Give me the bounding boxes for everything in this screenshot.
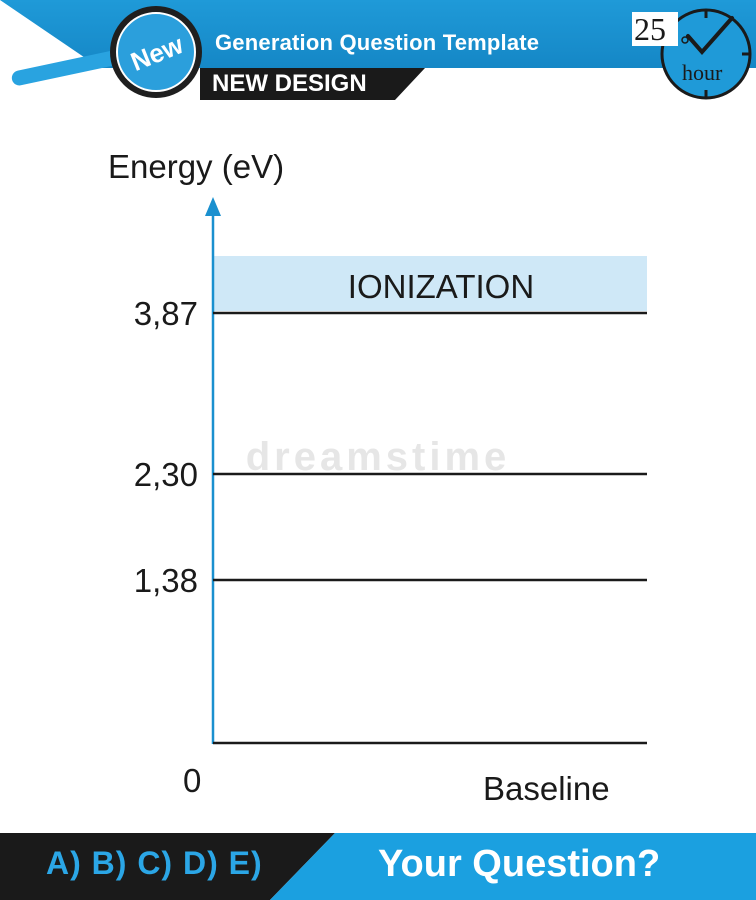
header-subtitle-band [200,68,425,100]
y-axis-label: Energy (eV) [108,148,284,185]
energy-level-label: 1,38 [134,562,198,599]
x-axis-label: Baseline [483,770,610,807]
answer-options: A) B) C) D) E) [46,845,263,881]
magnifier-lens-icon [116,12,196,92]
y-axis-arrow-icon [205,197,221,216]
energy-level-label: 2,30 [134,456,198,493]
check-icon [686,16,734,56]
energy-level-label: 3,87 [134,295,198,332]
clock-unit: hour [682,60,723,85]
footer-answers-panel [0,833,335,900]
clock-icon: 25 hour [632,8,752,100]
header-subtitle: NEW DESIGN [212,70,367,97]
question-text: Your Question? [378,843,661,885]
origin-label: 0 [183,762,201,799]
ionization-label: IONIZATION [348,268,534,305]
energy-level-diagram: Energy (eV) IONIZATION dreamstime 3,87 2,… [108,148,647,807]
footer-question-panel [270,833,756,900]
ionization-band [214,256,647,311]
clock-number: 25 [634,11,666,47]
energy-levels: 3,87 2,30 1,38 [134,295,647,599]
watermark: dreamstime [246,435,511,479]
header-title: Generation Question Template [215,30,540,55]
